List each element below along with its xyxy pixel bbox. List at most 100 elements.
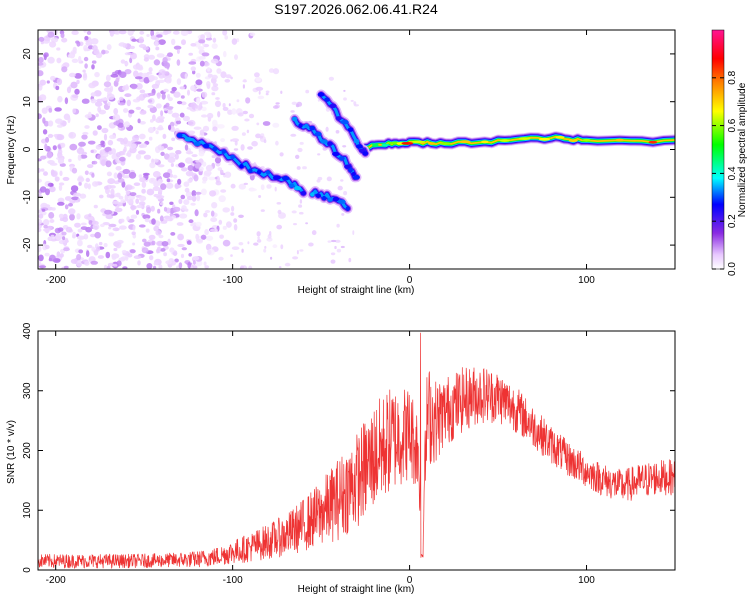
noise-speckle [92,181,99,187]
noise-speckle [87,164,94,169]
noise-speckle [38,178,42,183]
noise-speckle [160,110,164,117]
noise-speckle [88,111,92,117]
snr-line [38,332,675,570]
noise-speckle [212,225,218,229]
noise-speckle [190,66,196,72]
noise-speckle [124,69,132,75]
ridge-peak [176,133,183,138]
noise-speckle [129,143,137,149]
noise-speckle [127,253,133,258]
noise-speckle [90,233,96,238]
ridge-peak [314,131,322,137]
noise-speckle [202,180,207,184]
x-tick-label: 100 [578,575,595,586]
noise-speckle [192,256,200,261]
noise-speckle [92,130,98,136]
noise-speckle [90,38,99,45]
noise-speckle [81,98,90,104]
noise-speckle [175,120,182,125]
noise-speckle [139,121,146,125]
noise-speckle [142,46,149,51]
noise-speckle [352,230,355,236]
noise-speckle [131,231,136,235]
noise-speckle [203,261,207,266]
noise-speckle [204,265,210,269]
noise-speckle [124,255,129,261]
noise-speckle [122,168,131,175]
noise-speckle [110,73,119,78]
noise-speckle [70,81,78,89]
noise-speckle [92,45,98,52]
noise-speckle [181,205,187,211]
noise-speckle [103,81,112,88]
noise-speckle [84,125,90,129]
noise-speckle [206,112,214,119]
noise-speckle [68,208,76,215]
noise-speckle [129,249,136,254]
noise-speckle [137,118,141,124]
noise-speckle [150,35,157,40]
noise-speckle [135,64,143,70]
noise-speckle [119,96,124,101]
noise-speckle [203,170,212,176]
noise-speckle [311,230,317,236]
noise-speckle [92,220,97,225]
noise-speckle [201,91,208,98]
noise-speckle [157,180,162,186]
noise-speckle [146,263,153,269]
noise-speckle [83,30,87,33]
noise-speckle [165,182,174,189]
noise-speckle [217,124,225,129]
noise-speckle [76,41,81,47]
colorbar-tick-label: 0.8 [727,70,738,84]
noise-speckle [111,255,117,260]
noise-speckle [87,183,91,190]
noise-speckle [69,213,75,221]
noise-speckle [195,221,202,227]
noise-speckle [222,30,228,36]
ridge-peak [347,127,354,132]
noise-speckle [147,104,154,109]
noise-speckle [299,249,304,252]
noise-speckle [126,198,134,204]
noise-speckle [336,223,340,228]
noise-speckle [43,54,47,61]
noise-speckle [149,119,154,123]
noise-speckle [210,210,215,217]
noise-speckle [118,42,126,47]
noise-speckle [120,59,126,64]
noise-speckle [38,66,41,70]
noise-speckle [269,231,272,236]
noise-speckle [113,172,118,179]
noise-speckle [46,80,50,84]
x-tick-label: 100 [578,275,595,286]
noise-speckle [185,151,194,155]
noise-speckle [175,117,181,121]
noise-speckle [168,76,172,84]
noise-speckle [157,116,165,120]
snr-y-axis: 0 100 200 300 400 [22,322,675,573]
noise-speckle [234,140,238,146]
noise-speckle [249,32,256,37]
noise-speckle [39,186,47,193]
noise-speckle [154,40,159,47]
noise-speckle [167,146,174,151]
noise-speckle [124,186,128,192]
snr-xlabel: Height of straight line (km) [298,584,415,595]
noise-speckle [118,30,127,35]
noise-speckle [330,252,336,256]
noise-speckle [99,194,104,199]
noise-speckle [171,112,180,118]
noise-speckle [96,246,101,252]
noise-speckle [88,213,92,218]
noise-speckle [101,127,109,134]
noise-speckle [292,256,299,260]
noise-speckle [148,67,153,73]
ridge-peak [340,119,349,125]
noise-speckle [217,167,223,171]
noise-speckle [179,86,186,90]
noise-speckle [115,242,122,249]
noise-speckle [41,208,46,212]
noise-speckle [211,74,218,80]
